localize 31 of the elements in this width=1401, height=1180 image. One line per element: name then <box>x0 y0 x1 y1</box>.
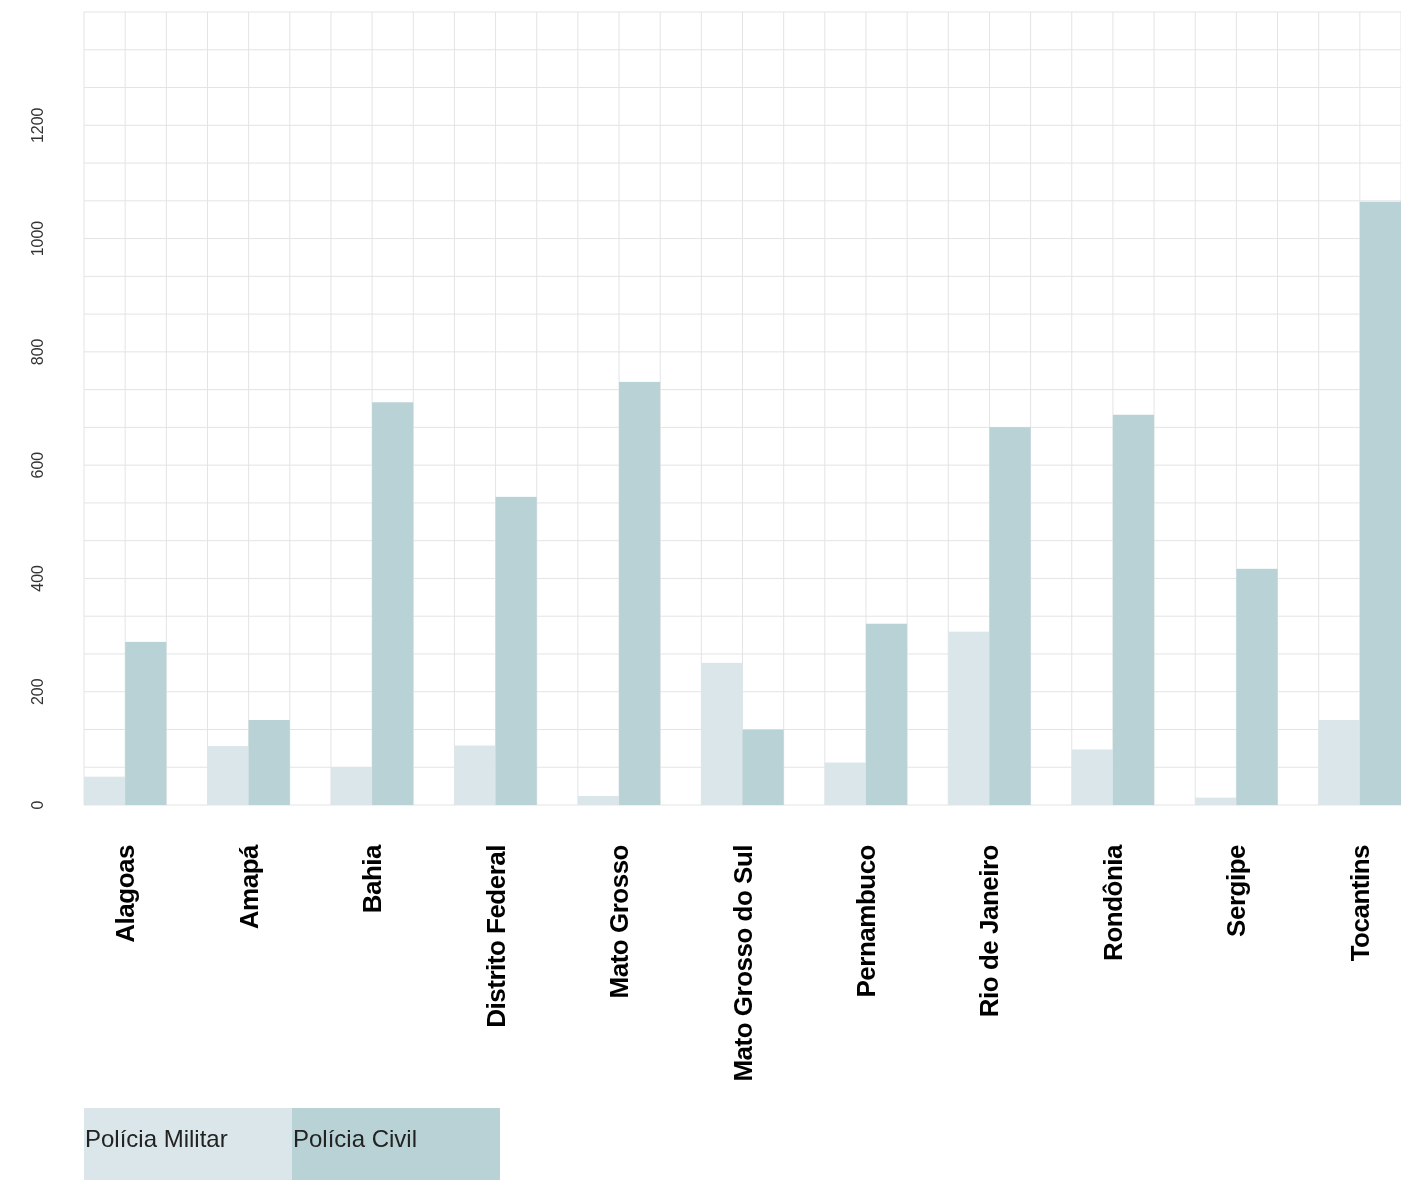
bar <box>125 641 167 805</box>
x-tick-label: Mato Grosso <box>604 845 635 999</box>
y-tick-label: 400 <box>28 564 46 592</box>
y-tick-label: 800 <box>28 338 46 366</box>
text: Polícia Civil <box>293 1124 418 1152</box>
bar <box>989 427 1031 805</box>
x-tick-label: Amapá <box>233 843 264 930</box>
x-tick-label: Sergipe <box>1221 844 1252 937</box>
x-tick-label: Rondônia <box>1097 843 1128 961</box>
x-tick-label: Rio de Janeiro <box>974 845 1005 1018</box>
y-tick-label: 0 <box>28 800 46 810</box>
bar <box>1112 414 1155 805</box>
x-tick-label: Tocantins <box>1344 844 1375 962</box>
y-tick-label: 200 <box>28 678 46 706</box>
y-tick-label: 1200 <box>28 107 46 144</box>
x-tick-label: Mato Grosso do Sul <box>727 845 758 1082</box>
bar <box>1236 568 1278 805</box>
bar <box>248 720 290 805</box>
bar <box>495 496 537 805</box>
bar <box>619 381 661 805</box>
bar <box>865 623 908 805</box>
x-tick-label: Pernambuco <box>850 845 881 998</box>
bar <box>742 729 784 805</box>
y-tick-label: 1000 <box>28 220 46 257</box>
bar <box>1359 201 1401 805</box>
x-tick-label: Alagoas <box>110 844 141 943</box>
x-tick-label: Distrito Federal <box>480 845 511 1028</box>
text: Polícia Militar <box>85 1124 228 1152</box>
bar <box>372 402 414 805</box>
x-tick-label: Bahia <box>357 843 388 914</box>
y-tick-label: 600 <box>28 451 46 479</box>
